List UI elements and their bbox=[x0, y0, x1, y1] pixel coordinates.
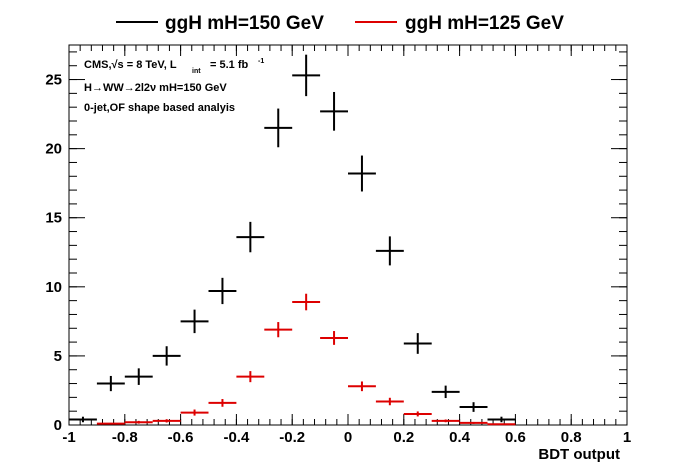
data-point-ggh-150 bbox=[487, 416, 516, 423]
data-point-ggh-150 bbox=[152, 346, 181, 366]
data-point-ggh-125 bbox=[348, 381, 376, 392]
data-point-ggh-150 bbox=[264, 108, 293, 148]
data-point-ggh-150 bbox=[403, 333, 432, 354]
y-tick-label: 15 bbox=[45, 210, 62, 227]
data-point-ggh-125 bbox=[292, 293, 321, 311]
y-tick-label: 5 bbox=[54, 348, 62, 365]
axis-tick-labels: -1 -0.8 -0.6 -0.4 -0.2 0 0.2 0.4 0.6 0.8 105101520… bbox=[45, 72, 631, 446]
x-tick-label: 0 bbox=[344, 429, 352, 446]
annotation-category: 0-jet,OF shape based analyis bbox=[84, 102, 235, 114]
data-marks bbox=[69, 54, 516, 426]
x-tick-label: -1 bbox=[62, 429, 75, 446]
y-tick-label: 25 bbox=[45, 72, 62, 89]
series-1 bbox=[96, 293, 516, 426]
data-point-ggh-125 bbox=[459, 421, 488, 424]
data-point-ggh-125 bbox=[96, 422, 125, 425]
legend: ggH mH=150 GeV ggH mH=125 GeV bbox=[116, 13, 564, 34]
data-point-ggh-150 bbox=[124, 368, 153, 385]
data-point-ggh-150 bbox=[348, 155, 376, 192]
legend-label-ggh-150: ggH mH=150 GeV bbox=[165, 13, 324, 34]
x-tick-label: 0.2 bbox=[393, 429, 414, 446]
data-point-ggh-125 bbox=[431, 419, 460, 423]
data-point-ggh-150 bbox=[375, 236, 404, 266]
y-tick-label: 20 bbox=[45, 141, 62, 158]
data-point-ggh-125 bbox=[487, 423, 516, 426]
data-point-ggh-125 bbox=[208, 399, 237, 407]
data-point-ggh-150 bbox=[292, 54, 321, 97]
data-point-ggh-125 bbox=[236, 371, 265, 383]
data-point-ggh-150 bbox=[208, 277, 237, 305]
series-0 bbox=[69, 54, 516, 423]
x-tick-label: 0.8 bbox=[561, 429, 582, 446]
x-axis-title: BDT output bbox=[538, 446, 620, 463]
annotation-luminosity: = 5.1 fb bbox=[210, 59, 248, 71]
data-point-ggh-150 bbox=[431, 385, 460, 399]
data-point-ggh-125 bbox=[152, 419, 181, 423]
axis-ticks bbox=[68, 45, 628, 426]
x-tick-label: -0.2 bbox=[279, 429, 305, 446]
data-point-ggh-150 bbox=[459, 402, 488, 412]
data-point-ggh-150 bbox=[96, 375, 125, 392]
y-tick-label: 0 bbox=[54, 417, 62, 434]
annotation-process: H→WW→2l2ν mH=150 GeV bbox=[84, 82, 227, 94]
data-point-ggh-150 bbox=[180, 309, 209, 334]
x-tick-label: -0.8 bbox=[112, 429, 138, 446]
legend-label-ggh-125: ggH mH=125 GeV bbox=[405, 13, 564, 34]
data-point-ggh-125 bbox=[403, 411, 432, 417]
annotation-int-subscript: int bbox=[192, 68, 201, 75]
data-point-ggh-125 bbox=[375, 397, 404, 406]
x-tick-label: -0.6 bbox=[168, 429, 194, 446]
data-point-ggh-150 bbox=[236, 221, 265, 253]
data-point-ggh-150 bbox=[320, 91, 348, 131]
data-point-ggh-125 bbox=[320, 331, 348, 345]
data-point-ggh-150 bbox=[69, 416, 97, 423]
x-tick-label: 0.4 bbox=[449, 429, 471, 446]
x-tick-label: 1 bbox=[623, 429, 631, 446]
annotation-cms-energy: CMS,√s = 8 TeV, L bbox=[84, 59, 177, 71]
data-point-ggh-125 bbox=[264, 322, 293, 338]
annotations: CMS,√s = 8 TeV, L int = 5.1 fb -1 H→WW→2… bbox=[84, 58, 264, 114]
data-point-ggh-125 bbox=[124, 420, 153, 424]
x-tick-label: -0.4 bbox=[223, 429, 250, 446]
data-point-ggh-125 bbox=[180, 409, 209, 416]
annotation-lumi-exponent: -1 bbox=[258, 58, 264, 65]
y-tick-label: 10 bbox=[45, 279, 62, 296]
x-tick-label: 0.6 bbox=[505, 429, 526, 446]
